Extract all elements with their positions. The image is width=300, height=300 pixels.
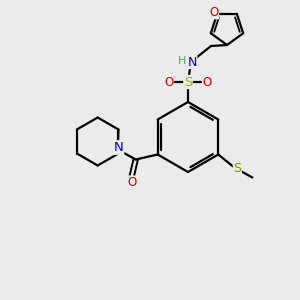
Text: H: H (178, 56, 186, 66)
Text: N: N (114, 141, 124, 154)
Text: S: S (233, 162, 241, 175)
Text: N: N (114, 141, 124, 154)
Text: O: O (127, 176, 136, 189)
Text: O: O (209, 6, 219, 19)
Text: O: O (164, 76, 174, 88)
Text: N: N (187, 56, 197, 68)
Text: O: O (202, 76, 211, 88)
Text: S: S (184, 76, 192, 88)
